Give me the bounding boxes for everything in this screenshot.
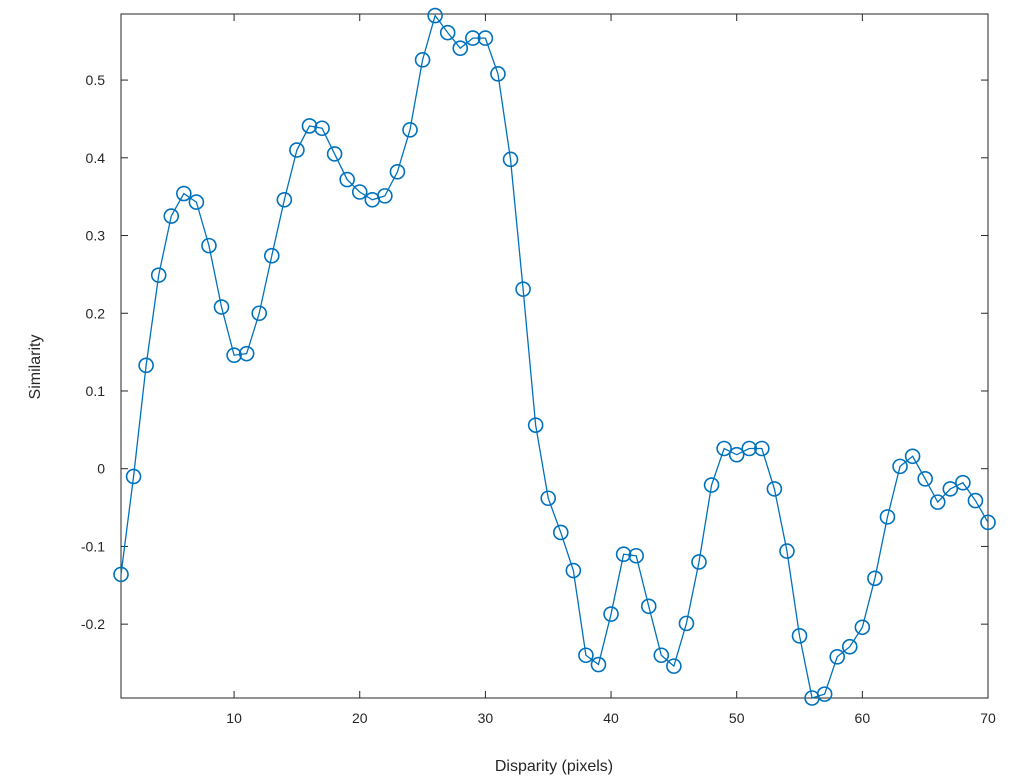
data-point — [929, 494, 946, 510]
x-tick-label: 60 — [855, 710, 871, 726]
data-point — [201, 237, 217, 254]
data-point — [628, 547, 644, 564]
data-point — [653, 647, 670, 664]
data-point — [377, 188, 393, 204]
x-tick-label: 20 — [352, 710, 368, 726]
data-point — [678, 615, 695, 632]
data-point — [289, 142, 305, 158]
data-point — [427, 7, 443, 24]
data-point — [854, 619, 871, 636]
data-point — [188, 194, 205, 210]
data-point — [402, 122, 418, 138]
data-point — [389, 163, 406, 180]
plot-area — [120, 13, 989, 699]
data-point — [439, 24, 456, 41]
data-point — [615, 546, 632, 563]
data-point — [226, 347, 242, 364]
data-point — [414, 52, 431, 68]
data-point — [640, 598, 657, 615]
data-point — [816, 686, 833, 702]
data-point — [490, 66, 506, 82]
data-point — [301, 118, 318, 134]
data-point — [716, 440, 732, 457]
y-tick-label: -0.1 — [81, 538, 105, 554]
x-tick-label: 10 — [226, 710, 242, 726]
data-point — [263, 247, 280, 264]
data-point — [527, 417, 544, 433]
data-point — [590, 656, 607, 673]
x-tick-label: 70 — [980, 710, 996, 726]
data-point — [791, 628, 808, 644]
data-point — [326, 146, 343, 162]
data-point — [841, 638, 858, 655]
plot-frame — [120, 13, 989, 699]
data-point — [251, 305, 268, 322]
data-point — [766, 481, 783, 497]
data-point — [452, 40, 469, 57]
x-axis-title: Disparity (pixels) — [495, 758, 613, 775]
data-point — [113, 566, 129, 583]
data-point — [339, 171, 355, 188]
data-point — [829, 649, 846, 665]
data-point — [163, 208, 180, 224]
data-point — [942, 481, 959, 497]
data-point — [904, 448, 921, 465]
y-tick-label: 0.2 — [86, 305, 106, 321]
y-tick-label: 0.1 — [86, 383, 106, 399]
y-axis-title: Similarity — [27, 335, 44, 400]
x-tick-label: 50 — [729, 710, 745, 726]
y-tick-label: 0.4 — [86, 150, 106, 166]
data-point — [276, 191, 293, 208]
data-point — [892, 458, 908, 475]
data-point — [703, 477, 720, 493]
series-line — [120, 14, 989, 699]
data-point — [955, 474, 971, 491]
data-point — [867, 570, 883, 587]
data-point — [351, 184, 368, 200]
data-point — [879, 509, 896, 525]
data-point — [540, 490, 557, 507]
data-point — [666, 658, 682, 674]
data-point — [176, 185, 192, 202]
x-tick-label: 30 — [478, 710, 494, 726]
data-point — [150, 267, 167, 283]
data-point — [502, 151, 519, 168]
data-point — [578, 647, 594, 664]
data-point — [465, 30, 481, 46]
y-tick-label: 0 — [97, 461, 105, 477]
data-point — [552, 524, 569, 541]
data-point — [125, 468, 142, 485]
data-point — [314, 120, 330, 137]
data-point — [565, 562, 582, 579]
y-tick-label: 0.5 — [86, 72, 106, 88]
data-point — [515, 281, 531, 297]
x-axis-ticks: 10 20 30 40 50 60 70 — [226, 14, 996, 726]
y-tick-label: 0.3 — [86, 228, 106, 244]
y-tick-label: -0.2 — [81, 616, 105, 632]
data-point — [728, 446, 745, 463]
data-point — [477, 30, 494, 46]
data-point — [779, 543, 795, 559]
data-point — [238, 345, 255, 362]
data-point — [741, 440, 758, 457]
data-point — [213, 299, 230, 315]
data-point — [603, 606, 619, 622]
data-point — [917, 471, 933, 487]
data-point — [754, 440, 770, 457]
data-point — [967, 492, 984, 509]
x-tick-label: 40 — [603, 710, 619, 726]
data-point — [138, 357, 154, 374]
series-layer — [113, 7, 996, 706]
y-axis-ticks: -0.2 -0.1 0 0.1 0.2 0.3 0.4 0.5 — [81, 72, 988, 632]
data-point — [691, 554, 707, 570]
data-point — [980, 514, 996, 531]
